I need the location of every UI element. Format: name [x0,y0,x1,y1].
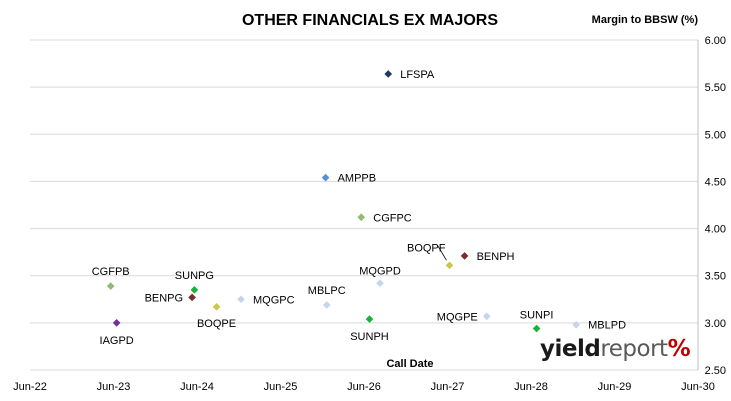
x-tick-label: Jun-26 [347,381,381,393]
point-mqgpc [237,295,245,304]
label-cgfpb: CGFPB [92,266,130,278]
label-boqpf: BOQPF [407,242,446,254]
gridlines [30,39,698,371]
y-tick-labels: 2.50 3.00 3.50 4.00 4.50 5.00 5.50 6.00 [705,35,726,377]
yieldreport-logo: yieldreport% [540,336,691,362]
point-benpg [188,293,196,302]
y-tick-label: 3.50 [705,271,726,283]
point-mqgpe [482,312,491,321]
data-points: LFSPA AMPPB CGFPC BENPH BOQPF MQGPD CGFPB SUNPG… [92,69,626,347]
y-tick-label: 2.50 [705,365,726,377]
x-tick-label: Jun-30 [681,381,715,393]
x-axis-label: Call Date [386,358,433,370]
label-mblpd: MBLPD [588,320,626,332]
y-axis-label: Margin to BBSW (%) [592,14,699,26]
label-iagpd: IAGPD [100,335,134,347]
point-sunpg [190,286,199,294]
label-boqpe: BOQPE [197,318,236,330]
label-sunpg: SUNPG [175,270,214,282]
y-tick-label: 4.50 [705,176,726,188]
label-mqgpd: MQGPD [359,265,401,277]
label-sunpi: SUNPI [520,310,554,322]
x-tick-label: Jun-22 [13,381,47,393]
x-tick-label: Jun-29 [598,381,632,393]
point-boqpf [445,261,454,270]
x-tick-labels: Jun-22 Jun-23 Jun-24 Jun-25 Jun-26 Jun-27 Jun-… [13,381,715,393]
label-amppb: AMPPB [338,173,377,185]
point-benph [460,252,469,260]
point-cgfpb [106,282,115,290]
y-tick-label: 4.00 [705,224,726,236]
point-mblpd [572,320,580,329]
point-mqgpd [376,279,384,288]
label-sunph: SUNPH [350,331,389,343]
label-benph: BENPH [477,251,515,263]
boqpf-leader-line [437,245,447,261]
label-mqgpe: MQGPE [437,311,478,323]
x-tick-label: Jun-23 [97,381,131,393]
label-mblpc: MBLPC [308,285,346,297]
label-mqgpc: MQGPC [253,294,295,306]
y-tick-label: 3.00 [705,318,726,330]
label-lfspa: LFSPA [400,69,435,81]
point-cgfpc [357,213,366,222]
x-tick-label: Jun-27 [431,381,465,393]
y-tick-label: 5.50 [705,82,726,94]
label-benpg: BENPG [145,292,184,304]
label-cgfpc: CGFPC [373,212,412,224]
x-tick-label: Jun-28 [514,381,548,393]
y-tick-label: 5.00 [705,129,726,141]
y-tick-label: 6.00 [705,35,726,47]
point-mblpc [322,301,331,309]
point-sunpi [532,324,541,333]
x-tick-label: Jun-25 [264,381,298,393]
point-iagpd [112,319,121,327]
point-sunph [365,315,374,323]
point-lfspa [384,70,393,78]
chart-title: OTHER FINANCIALS EX MAJORS [242,12,498,29]
x-tick-label: Jun-24 [180,381,214,393]
point-boqpe [212,303,221,311]
point-amppb [321,173,330,182]
